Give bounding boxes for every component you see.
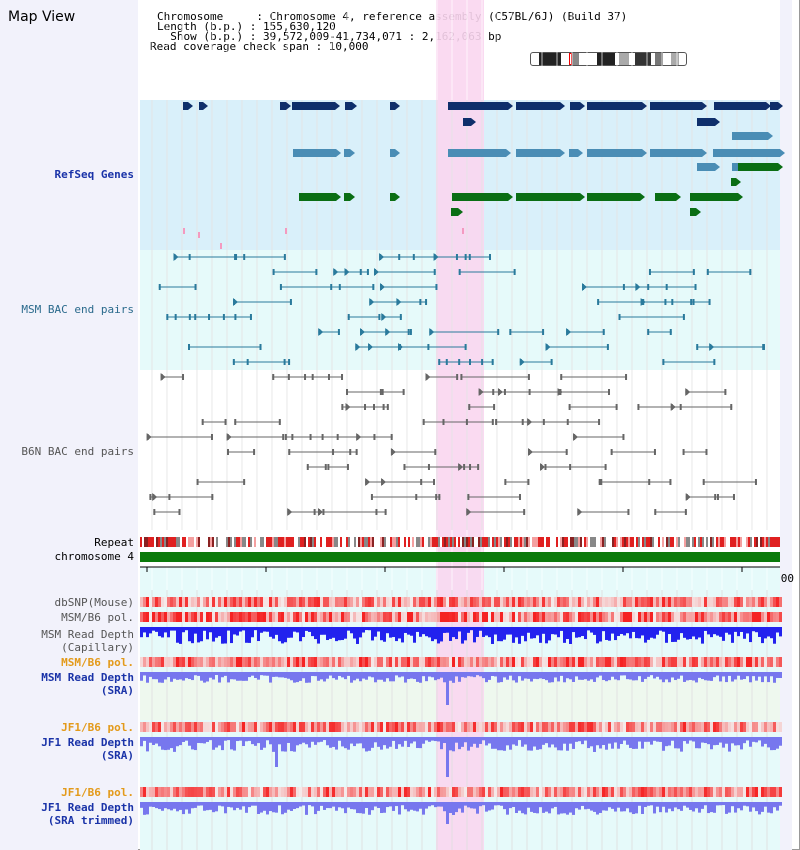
axis-tick-label: 40400000 (385, 572, 438, 585)
refseq-genes-label[interactable]: RefSeq Genes (54, 168, 134, 181)
sra-label: (SRA) (100, 684, 134, 697)
dbsnp-label[interactable]: dbSNP(Mouse) (54, 596, 134, 609)
msm-read-depth-label[interactable]: MSM Read Depth (41, 628, 134, 641)
jf1-read-depth-label-2[interactable]: JF1 Read Depth (41, 801, 134, 814)
track-label-panel (0, 0, 138, 850)
msm-b6-pol-sra-label[interactable]: MSM/B6 pol. (61, 656, 134, 669)
axis-tick-label: 40800000 (503, 572, 556, 585)
repeat-label: Repeat (94, 536, 134, 549)
jf1-b6-pol-label[interactable]: JF1/B6 pol. (61, 721, 134, 734)
sra-label-2: (SRA) (100, 749, 134, 762)
page-title: Map View (8, 9, 76, 25)
chromosome-ideogram[interactable] (530, 52, 687, 66)
msm-bac-label[interactable]: MSM BAC end pairs (21, 303, 134, 316)
length-label: Length (b.p.) : 155,630,120 (157, 20, 336, 33)
msm-b6-pol-label[interactable]: MSM/B6 pol. (61, 611, 134, 624)
chromosome-track-label: chromosome 4 (54, 550, 134, 563)
axis-tick-label: 39600000 (147, 572, 200, 585)
jf1-read-depth-label[interactable]: JF1 Read Depth (41, 736, 134, 749)
jf1-b6-pol-label-2[interactable]: JF1/B6 pol. (61, 786, 134, 799)
msm-read-depth-sra-label[interactable]: MSM Read Depth (41, 671, 134, 684)
axis-tick-label: 41600000 (741, 572, 794, 585)
axis-tick-label: 40000000 (266, 572, 319, 585)
right-margin (780, 0, 792, 850)
b6n-bac-label[interactable]: B6N BAC end pairs (21, 445, 134, 458)
axis-tick-label: 41200000 (622, 572, 675, 585)
capillary-label: (Capillary) (61, 641, 134, 654)
sra-trimmed-label: (SRA trimmed) (47, 814, 134, 827)
coverage-span-label: Read coverage check span : 10,000 (150, 40, 369, 53)
